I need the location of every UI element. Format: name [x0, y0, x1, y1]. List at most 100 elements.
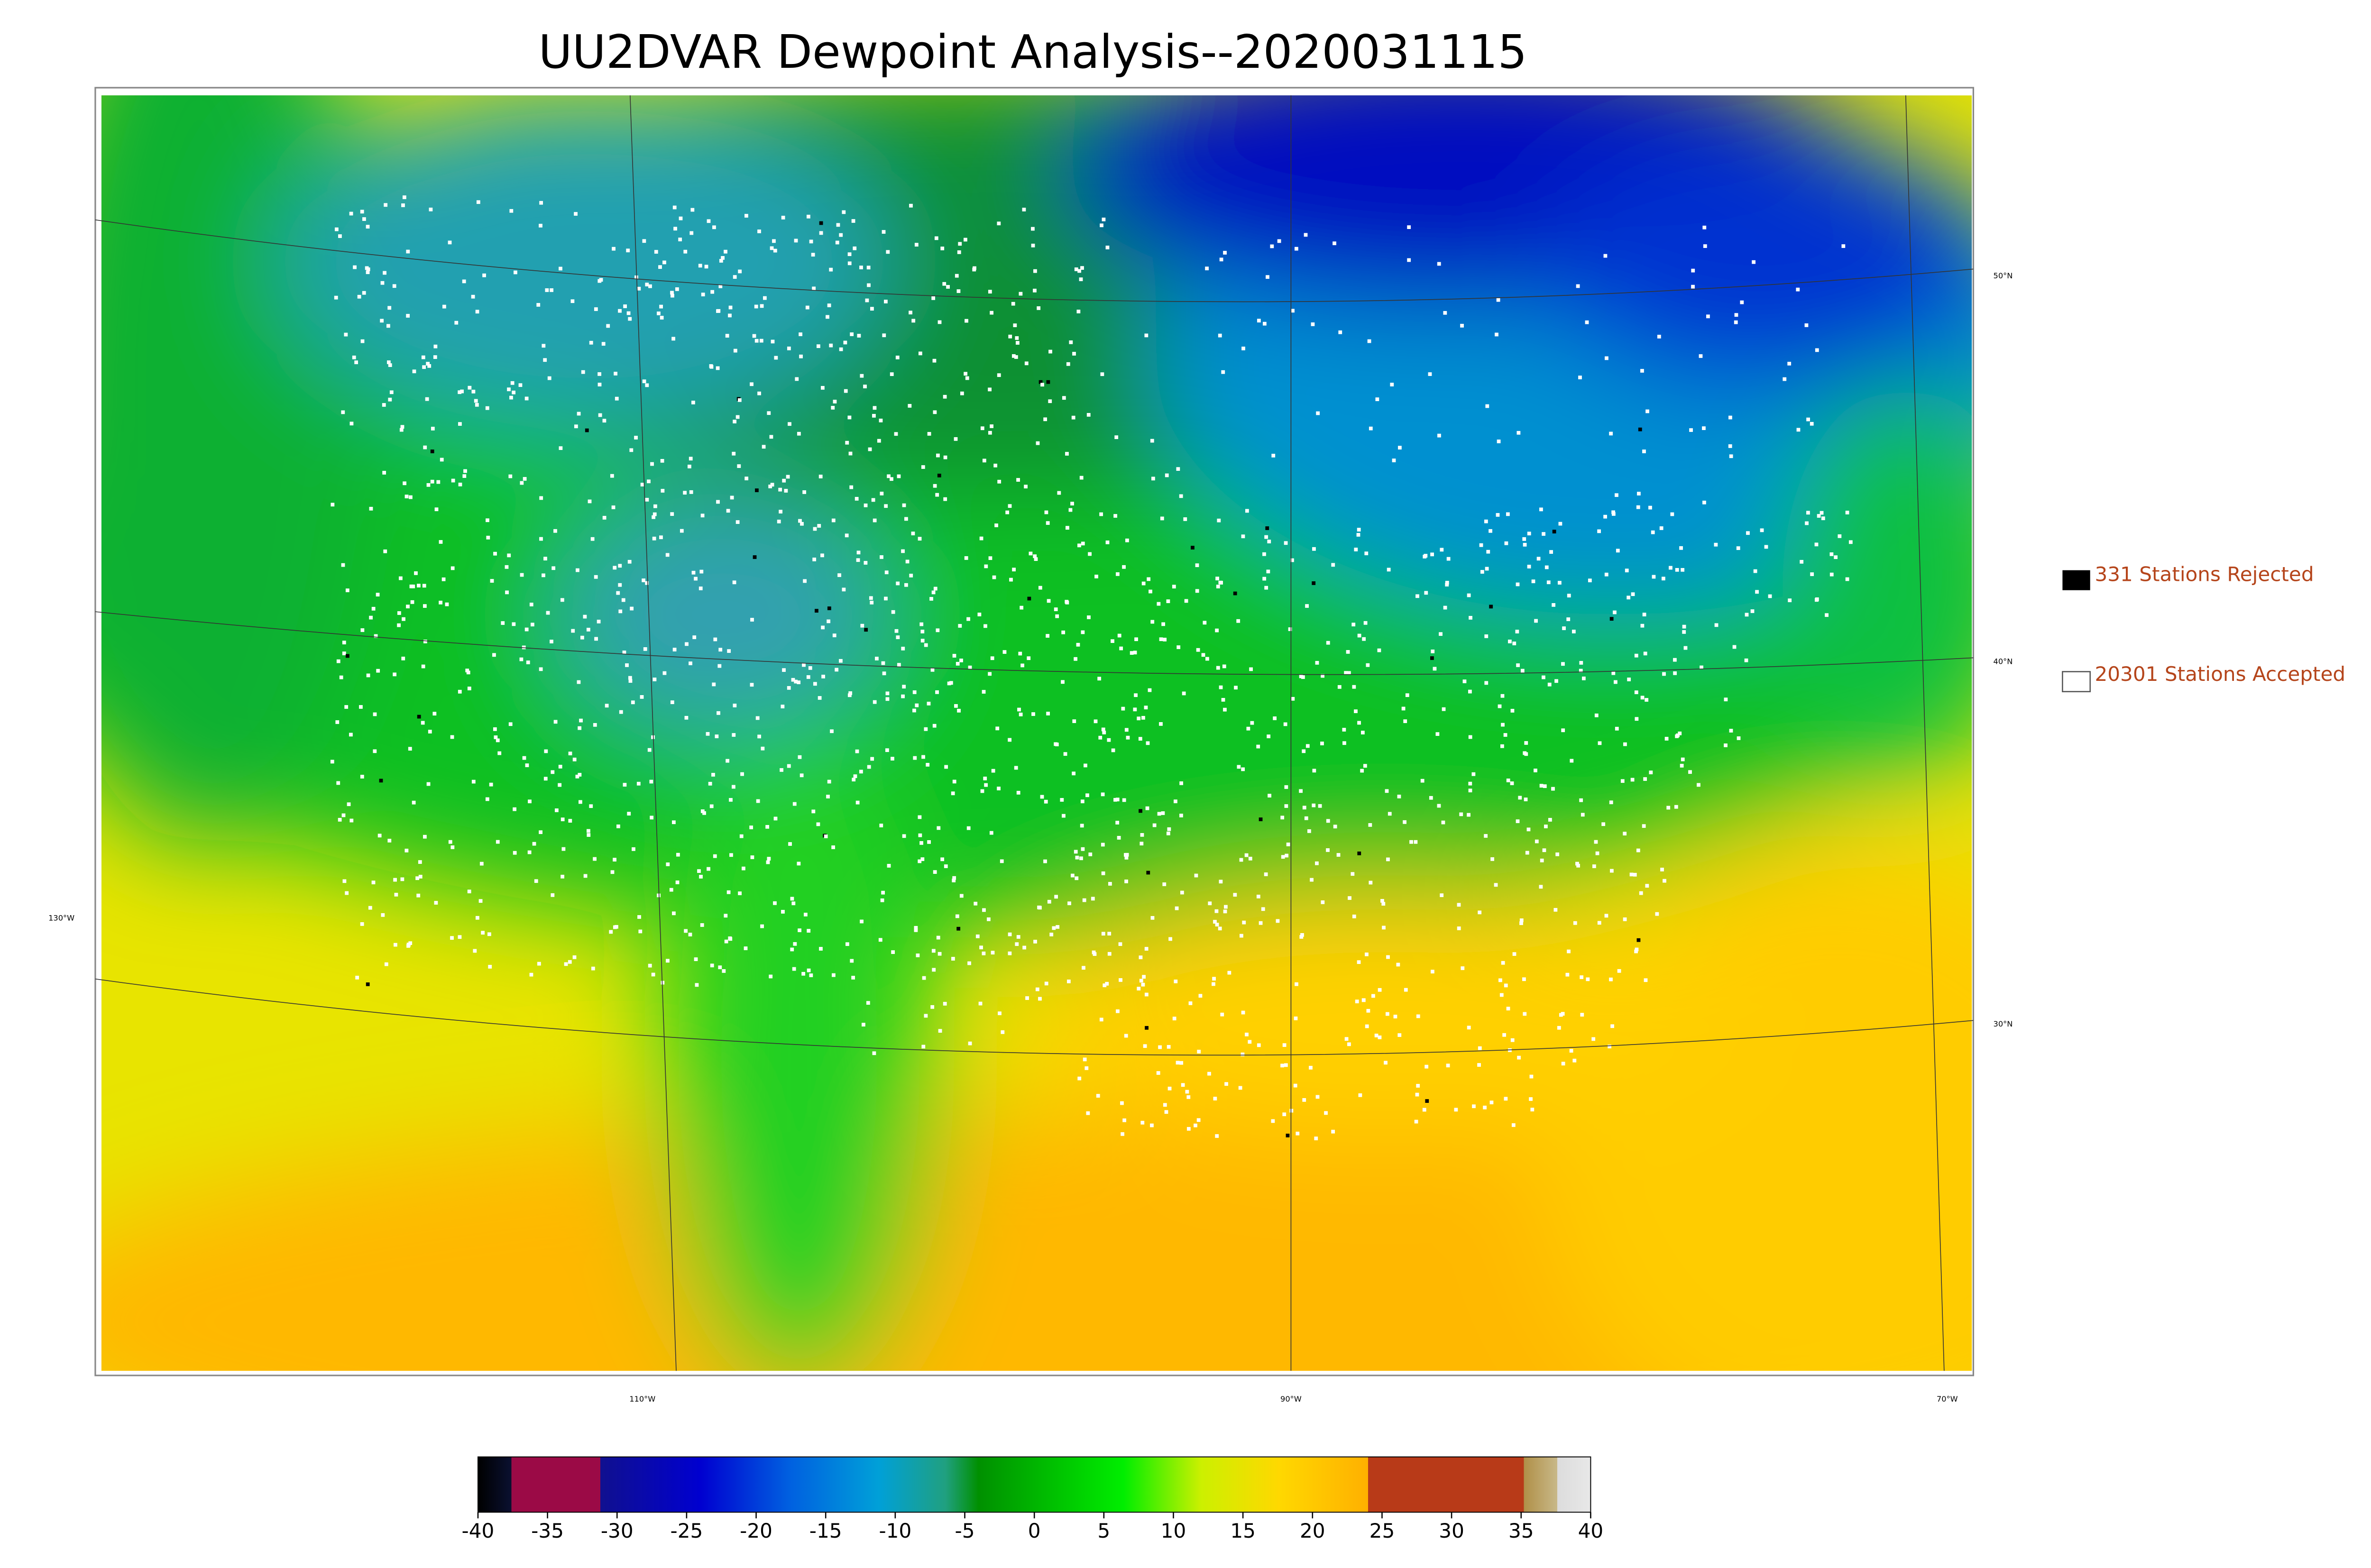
- station-dot: [416, 893, 421, 898]
- station-dot: [611, 505, 616, 509]
- station-dot: [1014, 766, 1018, 770]
- station-dot: [1615, 726, 1619, 731]
- station-dot: [383, 549, 387, 553]
- station-dot: [1309, 1065, 1313, 1070]
- station-dot: [1437, 433, 1441, 438]
- station-dot: [553, 720, 558, 724]
- station-dot: [1013, 323, 1017, 327]
- station-dot: [1066, 979, 1071, 983]
- station-dot: [1433, 667, 1437, 671]
- station-dot: [594, 637, 598, 641]
- station-dot: [728, 305, 733, 310]
- station-dot: [561, 874, 564, 879]
- station-dot: [1062, 814, 1066, 818]
- station-dot: [980, 789, 984, 793]
- station-dot: [811, 253, 815, 257]
- station-dot: [524, 627, 529, 632]
- station-dot: [691, 401, 695, 404]
- station-dot: [957, 708, 961, 713]
- station-dot: [1814, 542, 1819, 547]
- station-dot: [1085, 793, 1089, 798]
- station-dot: [1639, 891, 1643, 895]
- station-dot: [791, 678, 795, 682]
- station-dot: [1060, 798, 1064, 802]
- station-dot: [683, 491, 687, 495]
- station-dot: [1755, 590, 1759, 594]
- station-dot: [342, 651, 346, 655]
- station-dot: [685, 642, 689, 646]
- station-dot: [1655, 912, 1659, 916]
- station-dot: [430, 479, 434, 484]
- station-dot: [1019, 712, 1023, 716]
- station-dot: [1054, 895, 1058, 899]
- station-dot: [1609, 431, 1613, 436]
- station-dot: [717, 664, 722, 668]
- station-dot: [1467, 813, 1470, 817]
- station-dot: [1001, 1030, 1005, 1034]
- station-dot: [434, 507, 439, 512]
- colorbar-tick-label: 15: [1230, 1519, 1256, 1542]
- station-dot: [982, 690, 986, 694]
- station-dot: [902, 685, 906, 689]
- station-dot: [1107, 932, 1112, 936]
- station-dot: [997, 221, 1001, 226]
- station-dot: [1008, 334, 1012, 339]
- station-dot: [756, 799, 760, 803]
- station-dot: [1016, 935, 1020, 939]
- station-dot: [642, 578, 645, 582]
- station-dot: [849, 485, 854, 489]
- station-dot: [1642, 449, 1646, 453]
- station-dot: [1302, 806, 1306, 810]
- station-dot: [1657, 335, 1661, 339]
- station-dot: [1744, 658, 1748, 662]
- station-dot: [732, 580, 736, 585]
- station-dot: [1284, 804, 1288, 808]
- station-dot: [750, 855, 754, 859]
- station-dot: [855, 497, 859, 501]
- station-dot: [1043, 417, 1048, 422]
- station-dot: [652, 678, 657, 681]
- station-dot: [859, 266, 863, 269]
- station-dot: [709, 804, 714, 808]
- station-dot: [1729, 454, 1733, 458]
- station-dot: [1047, 899, 1051, 904]
- station-dot: [1144, 992, 1149, 997]
- station-dot: [774, 356, 778, 360]
- station-dot: [1691, 284, 1695, 289]
- latitude-label: 30°N: [1994, 1019, 2013, 1028]
- station-dot: [690, 208, 695, 212]
- station-dot: [1543, 784, 1547, 788]
- station-dot: [1147, 577, 1151, 581]
- station-dot: [627, 812, 631, 816]
- longitude-label: 90°W: [1280, 1394, 1302, 1403]
- station-dot: [421, 355, 425, 359]
- station-dot: [1166, 599, 1170, 603]
- station-dot: [1753, 569, 1757, 573]
- station-dot: [1167, 1045, 1171, 1049]
- station-dot: [434, 901, 438, 905]
- station-dot: [1022, 208, 1026, 211]
- station-dot: [1645, 884, 1649, 888]
- station-dot: [572, 757, 577, 761]
- station-dot: [1282, 1043, 1287, 1047]
- station-dot: [1462, 679, 1467, 683]
- station-dot: [571, 629, 575, 633]
- station-dot: [653, 504, 657, 508]
- station-dot: [671, 337, 675, 341]
- station-dot: [1454, 1108, 1458, 1112]
- station-dot: [374, 634, 378, 638]
- station-dot: [1130, 651, 1134, 655]
- station-dot: [1180, 890, 1184, 895]
- station-dot: [1009, 578, 1013, 582]
- station-dot: [1176, 467, 1180, 471]
- station-dot: [1700, 665, 1703, 669]
- station-dot: [1264, 872, 1268, 876]
- station-dot: [1183, 517, 1187, 521]
- station-dot: [373, 749, 377, 753]
- station-dot: [513, 851, 517, 855]
- station-dot: [1194, 1123, 1197, 1128]
- station-dot: [728, 313, 732, 318]
- station-dot: [1682, 624, 1686, 629]
- station-dot: [913, 756, 917, 760]
- station-dot: [462, 474, 467, 478]
